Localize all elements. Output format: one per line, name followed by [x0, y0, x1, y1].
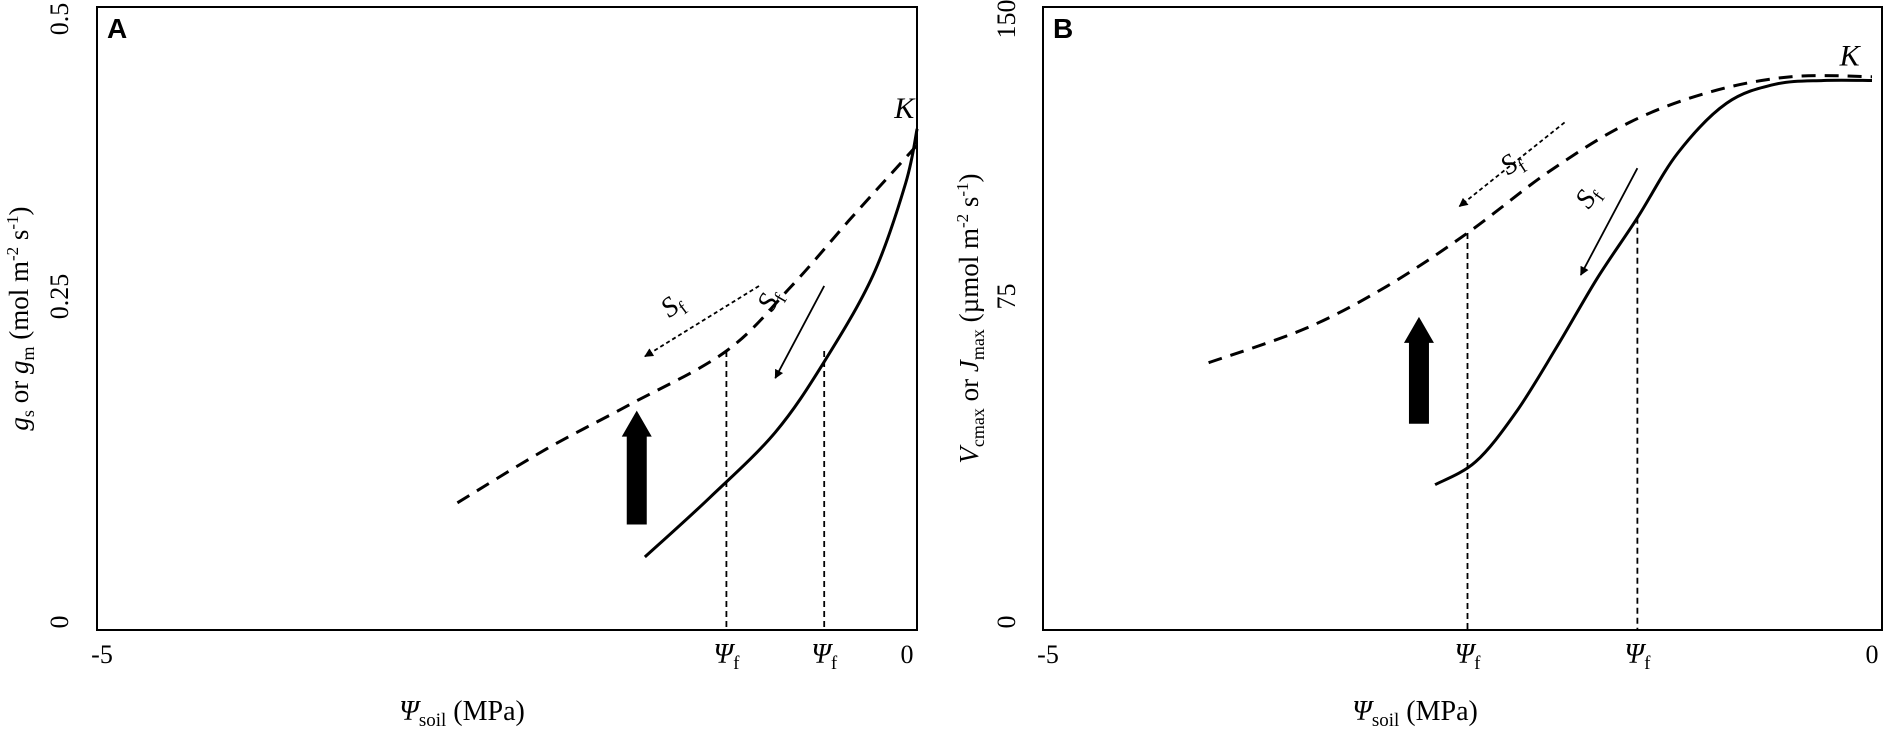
sf-label: Sf [1495, 144, 1532, 185]
dashed-sensitivity-arrow [644, 285, 760, 358]
psi-f-label: Ψf [1624, 639, 1651, 674]
k-label: K [893, 92, 916, 125]
solid-curve [643, 128, 919, 559]
y-tick-label: 150 [992, 0, 1021, 39]
y-tick-label: 0 [992, 616, 1021, 629]
psi-f-label: Ψf [1454, 639, 1481, 674]
panel-label-a: A [107, 13, 127, 44]
psi-f-markers: Ψf Ψf [1454, 217, 1651, 674]
y-tick-label: 0 [45, 616, 74, 629]
y-axis-label-text: Vcmax or Jmax (µmol m-2 s-1) [953, 173, 988, 463]
series-lines [456, 128, 919, 559]
y-tick-label: 75 [992, 284, 1021, 310]
y-axis-label: gs or gm (mol m-2 s-1) [3, 206, 38, 430]
dashed-sensitivity-arrow [1458, 121, 1566, 208]
y-tick-label: 0.5 [45, 3, 74, 36]
plot-frame [96, 6, 918, 631]
x-axis-label-text: Ψsoil (MPa) [1352, 696, 1478, 730]
block-arrow-up [1403, 316, 1434, 424]
x-tick-label: -5 [91, 640, 113, 669]
annotations: K Sf Sf [1495, 39, 1862, 216]
series-lines [1208, 74, 1873, 487]
arrows [621, 285, 825, 525]
y-axis-label-text: gs or gm (mol m-2 s-1) [3, 206, 38, 430]
dashed-curve [456, 144, 919, 505]
sf-label: Sf [655, 287, 693, 328]
x-axis-label: Ψsoil (MPa) [1352, 696, 1478, 730]
psi-f-label: Ψf [713, 639, 740, 674]
panel-b: B -5 0 0 75 150 Vcmax or Jmax (µmol m-2 s-1)… [953, 0, 1883, 730]
tick-labels: -5 0 0 0.25 0.5 [45, 3, 914, 669]
arrows [1403, 121, 1639, 424]
sf-label: Sf [1569, 179, 1610, 216]
sf-label: Sf [751, 283, 792, 319]
psi-f-label: Ψf [811, 639, 838, 674]
tick-labels: -5 0 0 75 150 [992, 0, 1879, 669]
x-tick-label: 0 [901, 640, 914, 669]
panel-label-b: B [1053, 13, 1073, 44]
block-arrow-up [621, 410, 652, 525]
panel-a: A -5 0 0 0.25 0.5 gs or gm (mol m-2 s-1) Ψso… [3, 3, 919, 730]
x-tick-label: 0 [1866, 640, 1879, 669]
plot-frame [1042, 6, 1883, 631]
solid-curve [1434, 78, 1873, 487]
x-axis-label-text: Ψsoil (MPa) [399, 696, 525, 730]
y-tick-label: 0.25 [45, 274, 74, 320]
dashed-curve [1208, 74, 1873, 365]
k-label: K [1839, 39, 1862, 72]
x-axis-label: Ψsoil (MPa) [399, 696, 525, 730]
solid-sensitivity-arrow [774, 285, 825, 379]
x-tick-label: -5 [1037, 640, 1059, 669]
psi-f-markers: Ψf Ψf [713, 351, 838, 674]
solid-sensitivity-arrow [1579, 167, 1639, 276]
y-axis-label: Vcmax or Jmax (µmol m-2 s-1) [953, 173, 988, 463]
